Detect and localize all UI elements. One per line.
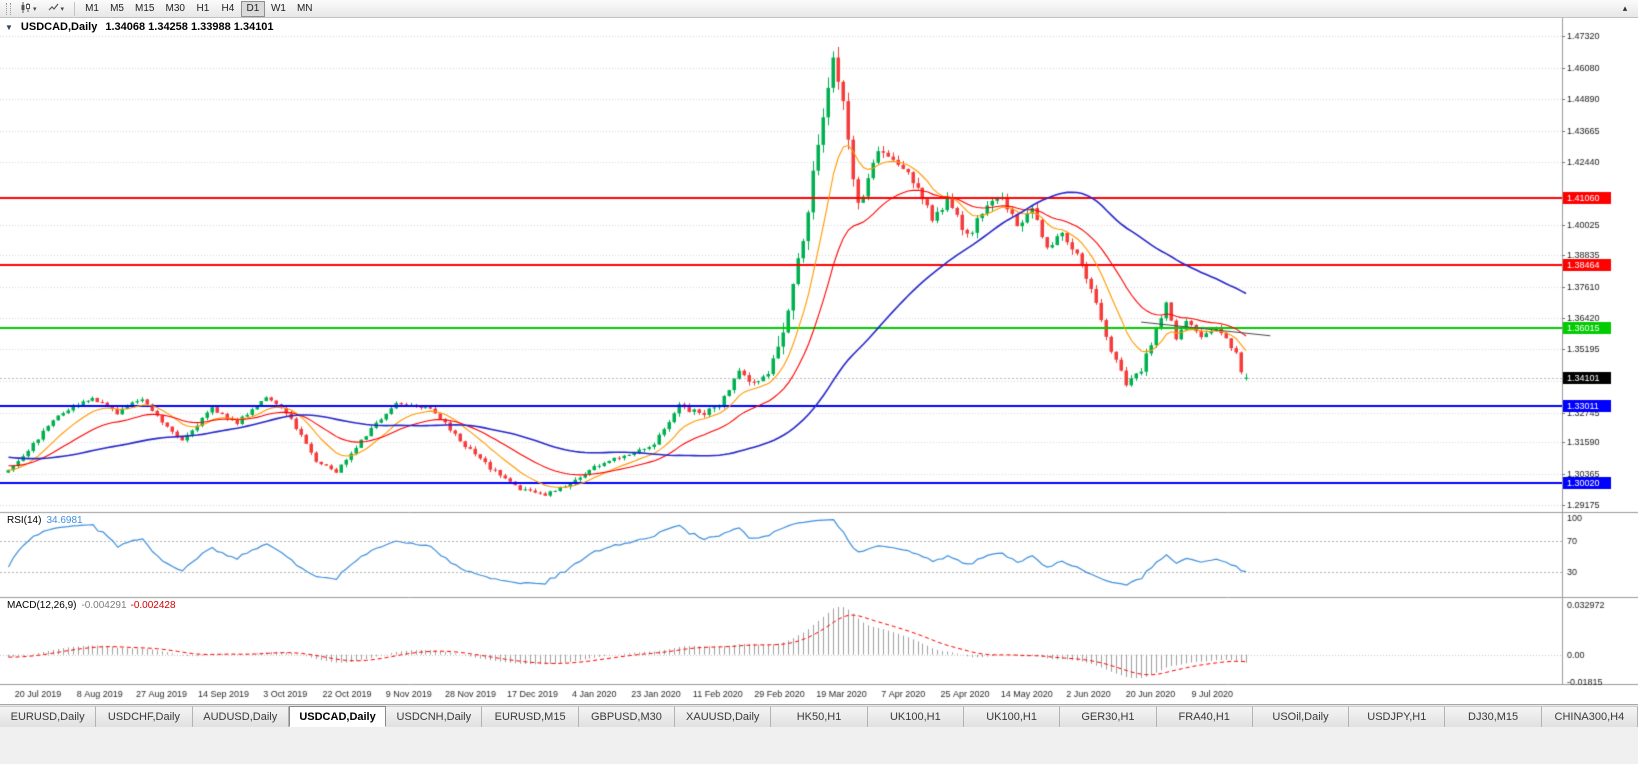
chart-tab-uk100-h1[interactable]: UK100,H1 (867, 706, 964, 727)
top-toolbar: ▾ ▾ M1 M5 M15 M30 H1 H4 D1 W1 MN ▴ (0, 0, 1638, 18)
chart-tab-audusd-daily[interactable]: AUDUSD,Daily (192, 706, 289, 727)
macd-pane-label: MACD(12,26,9) -0.004291 -0.002428 (7, 600, 176, 611)
timeframe-button-m15[interactable]: M15 (130, 1, 159, 17)
chart-tab-usdjpy-h1[interactable]: USDJPY,H1 (1349, 706, 1446, 727)
line-chart-icon (48, 2, 59, 16)
timeframe-button-m5[interactable]: M5 (105, 1, 129, 17)
chart-tab-dj30-m15[interactable]: DJ30,M15 (1445, 706, 1542, 727)
chart-tab-china300-h4[interactable]: CHINA300,H4 (1541, 706, 1638, 727)
chevron-down-icon: ▾ (33, 5, 37, 13)
chart-tab-ger30-h1[interactable]: GER30,H1 (1060, 706, 1157, 727)
timeframe-button-m1[interactable]: M1 (80, 1, 104, 17)
rsi-pane-label: RSI(14) 34.6981 (7, 515, 83, 526)
chart-tab-eurusd-daily[interactable]: EURUSD,Daily (0, 706, 97, 727)
rsi-indicator-value: 34.6981 (46, 515, 83, 526)
chart-tab-usdcad-daily[interactable]: USDCAD,Daily (288, 706, 387, 727)
timeframe-button-w1[interactable]: W1 (266, 1, 291, 17)
chart-tab-xauusd-daily[interactable]: XAUUSD,Daily (675, 706, 772, 727)
timeframe-button-m30[interactable]: M30 (160, 1, 189, 17)
chart-tab-uk100-h1[interactable]: UK100,H1 (963, 706, 1061, 727)
timeframe-group: M1 M5 M15 M30 H1 H4 D1 W1 MN (80, 0, 318, 17)
timeframe-button-mn[interactable]: MN (292, 1, 318, 17)
macd-indicator-name: MACD(12,26,9) (7, 600, 77, 611)
chart-tab-hk50-h1[interactable]: HK50,H1 (771, 706, 868, 727)
chart-type-button[interactable]: ▾ (15, 1, 42, 17)
chart-window: ▼ USDCAD,Daily 1.34068 1.34258 1.33988 1… (0, 18, 1638, 704)
chart-tab-fra40-h1[interactable]: FRA40,H1 (1156, 706, 1253, 727)
timeframe-button-h4[interactable]: H4 (216, 1, 240, 17)
panel-toggle-button[interactable]: ▴ (1615, 1, 1635, 17)
macd-main-value: -0.004291 (81, 600, 127, 611)
macd-signal-value: -0.002428 (130, 600, 176, 611)
quote-values: 1.34068 1.34258 1.33988 1.34101 (105, 21, 274, 33)
price-chart-canvas[interactable] (0, 18, 1638, 704)
line-chart-button[interactable]: ▾ (43, 1, 70, 17)
timeframe-button-h1[interactable]: H1 (191, 1, 215, 17)
rsi-indicator-name: RSI(14) (7, 515, 42, 526)
chart-tab-gbpusd-m30[interactable]: GBPUSD,M30 (578, 706, 676, 727)
chart-tab-usdcnh-daily[interactable]: USDCNH,Daily (386, 706, 483, 727)
chart-tab-bar: EURUSD,Daily USDCHF,Daily AUDUSD,Daily USDC… (0, 704, 1638, 727)
toolbar-separator (74, 1, 76, 16)
candlestick-chart-icon (20, 1, 31, 16)
collapse-chart-icon[interactable]: ▼ (5, 22, 13, 32)
chart-tab-eurusd-m15[interactable]: EURUSD,M15 (482, 706, 579, 727)
toolbar-grip[interactable] (6, 2, 11, 15)
chevron-down-icon: ▾ (60, 5, 65, 13)
chart-tab-usoil-daily[interactable]: USOil,Daily (1252, 706, 1350, 727)
symbol-title: USDCAD,Daily (20, 21, 98, 33)
timeframe-button-d1[interactable]: D1 (240, 0, 265, 17)
bottom-strip (0, 727, 1638, 764)
chart-quote-header: ▼ USDCAD,Daily 1.34068 1.34258 1.33988 1… (5, 21, 274, 33)
chart-tab-usdchf-daily[interactable]: USDCHF,Daily (96, 706, 193, 727)
